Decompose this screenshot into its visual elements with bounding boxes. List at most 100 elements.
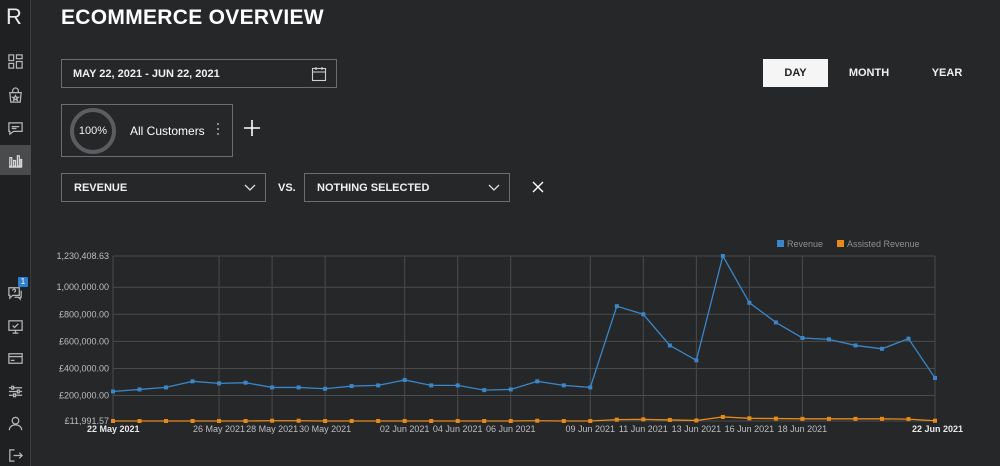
bar-chart-icon <box>8 154 23 168</box>
data-point <box>323 386 328 391</box>
data-point <box>482 418 487 423</box>
data-point <box>561 418 566 423</box>
segment-percent: 100% <box>78 125 108 137</box>
y-tick-label: £200,000.00 <box>59 391 109 401</box>
data-point <box>137 418 142 423</box>
data-point <box>323 418 328 423</box>
data-point <box>402 418 407 423</box>
page-title: ECOMMERCE OVERVIEW <box>61 6 324 29</box>
data-point <box>349 418 354 423</box>
primary-metric-value: REVENUE <box>74 181 128 194</box>
data-point <box>164 418 169 423</box>
data-point <box>906 417 911 422</box>
data-point <box>826 416 831 421</box>
sidebar-item-messages[interactable] <box>0 113 31 143</box>
y-tick-label: 1,230,408.63 <box>56 251 109 261</box>
sidebar-item-billing[interactable] <box>0 343 31 373</box>
x-tick-label: 22 May 2021 <box>87 424 140 434</box>
data-point <box>667 343 672 348</box>
help-chat-icon <box>8 286 22 301</box>
data-point <box>482 388 487 393</box>
data-point <box>826 337 831 342</box>
sidebar: R 1 <box>0 0 31 466</box>
data-point <box>455 383 460 388</box>
chevron-down-icon <box>244 184 256 191</box>
dashboard-icon <box>8 53 23 69</box>
data-point <box>217 418 222 423</box>
data-point <box>641 312 646 317</box>
data-point <box>614 304 619 309</box>
sidebar-item-shop[interactable] <box>0 80 31 110</box>
sidebar-item-logout[interactable] <box>0 440 31 466</box>
customer-segment-card[interactable]: 100% All Customers <box>61 104 233 157</box>
data-point <box>720 414 725 419</box>
data-point <box>270 418 275 423</box>
granularity-year-button[interactable]: YEAR <box>931 67 963 79</box>
x-tick-label: 13 Jun 2021 <box>672 424 722 434</box>
data-point <box>853 343 858 348</box>
add-segment-button[interactable] <box>242 118 262 138</box>
sidebar-item-dashboard[interactable] <box>0 46 31 76</box>
clear-comparison-close-icon[interactable] <box>531 180 545 194</box>
data-point <box>747 300 752 305</box>
data-point <box>164 385 169 390</box>
data-point <box>641 417 646 422</box>
data-point <box>773 320 778 325</box>
series-line-revenue <box>112 254 936 393</box>
segment-percent-ring: 100% <box>70 108 116 154</box>
legend-swatch <box>837 240 844 247</box>
sliders-icon <box>8 385 23 397</box>
credit-card-icon <box>8 352 23 364</box>
sidebar-item-account[interactable] <box>0 408 31 438</box>
kebab-menu-icon[interactable] <box>217 123 221 139</box>
data-point <box>217 381 222 386</box>
primary-metric-select[interactable]: REVENUE <box>61 173 266 202</box>
sidebar-item-display[interactable] <box>0 311 31 341</box>
data-point <box>243 380 248 385</box>
data-point <box>933 418 937 423</box>
date-range-value: MAY 22, 2021 - JUN 22, 2021 <box>73 67 220 80</box>
data-point <box>773 416 778 421</box>
calendar-icon[interactable] <box>311 66 327 82</box>
data-point <box>429 383 434 388</box>
data-point <box>111 418 115 423</box>
x-tick-label: 06 Jun 2021 <box>486 424 536 434</box>
data-point <box>694 358 699 363</box>
granularity-day-button[interactable]: DAY <box>763 59 828 87</box>
y-tick-label: £800,000.00 <box>59 309 109 319</box>
vs-label: VS. <box>278 182 296 194</box>
data-point <box>720 254 725 258</box>
segment-label: All Customers <box>130 124 205 138</box>
sidebar-item-settings[interactable] <box>0 376 31 406</box>
x-tick-label: 09 Jun 2021 <box>566 424 616 434</box>
data-point <box>376 418 381 423</box>
data-point <box>588 418 593 423</box>
data-point <box>747 416 752 421</box>
shopping-bag-icon <box>9 86 22 103</box>
data-point <box>800 335 805 340</box>
data-point <box>588 385 593 390</box>
notification-badge: 1 <box>18 277 28 287</box>
granularity-month-button[interactable]: MONTH <box>848 67 890 79</box>
y-tick-label: £11,991.57 <box>65 416 109 426</box>
sidebar-item-analytics[interactable] <box>0 145 31 175</box>
app-logo: R <box>6 4 22 29</box>
data-point <box>879 346 884 351</box>
data-point <box>270 385 275 390</box>
data-point <box>694 418 699 423</box>
data-point <box>800 416 805 421</box>
data-point <box>614 417 619 422</box>
x-tick-label: 22 Jun 2021 <box>912 424 963 434</box>
date-range-picker[interactable]: MAY 22, 2021 - JUN 22, 2021 <box>61 59 337 88</box>
data-point <box>190 418 195 423</box>
sidebar-item-support[interactable]: 1 <box>0 277 31 307</box>
data-point <box>402 377 407 382</box>
data-point <box>906 336 911 341</box>
data-point <box>243 418 248 423</box>
data-point <box>376 383 381 388</box>
data-point <box>508 418 513 423</box>
monitor-icon <box>8 319 23 334</box>
secondary-metric-select[interactable]: NOTHING SELECTED <box>304 173 510 202</box>
x-tick-label: 16 Jun 2021 <box>725 424 775 434</box>
chat-icon <box>8 121 23 135</box>
